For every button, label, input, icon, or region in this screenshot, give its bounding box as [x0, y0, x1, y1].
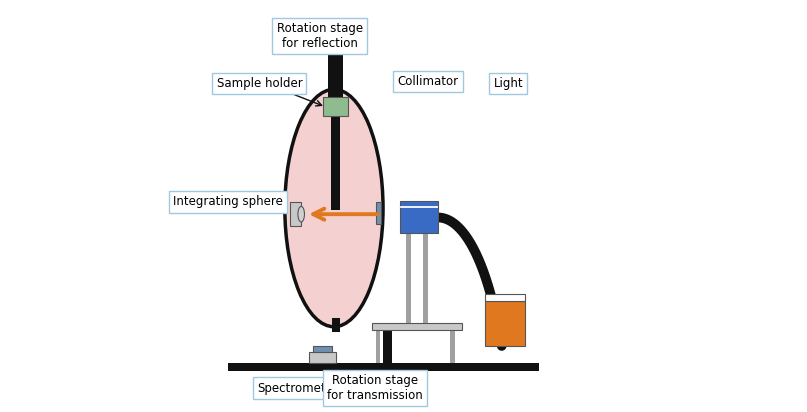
Text: Rotation stage
for transmission: Rotation stage for transmission [327, 374, 423, 402]
FancyBboxPatch shape [328, 54, 343, 100]
FancyBboxPatch shape [485, 294, 525, 301]
FancyBboxPatch shape [376, 330, 380, 363]
FancyBboxPatch shape [423, 233, 428, 323]
FancyBboxPatch shape [383, 325, 392, 363]
Text: Spectrometer: Spectrometer [257, 382, 338, 395]
FancyBboxPatch shape [371, 323, 462, 330]
FancyBboxPatch shape [407, 233, 411, 323]
FancyBboxPatch shape [312, 346, 332, 352]
FancyBboxPatch shape [324, 97, 348, 116]
FancyBboxPatch shape [228, 363, 538, 370]
Text: Collimator: Collimator [398, 75, 458, 88]
FancyBboxPatch shape [376, 202, 381, 225]
FancyBboxPatch shape [308, 352, 337, 363]
FancyBboxPatch shape [331, 116, 341, 210]
FancyBboxPatch shape [290, 202, 301, 227]
Text: Rotation stage
for reflection: Rotation stage for reflection [277, 22, 362, 50]
FancyBboxPatch shape [400, 201, 438, 233]
FancyBboxPatch shape [450, 330, 454, 363]
FancyBboxPatch shape [485, 301, 525, 346]
Text: Light: Light [493, 77, 523, 90]
FancyBboxPatch shape [332, 318, 340, 332]
Ellipse shape [285, 89, 383, 327]
Text: Sample holder: Sample holder [216, 77, 303, 90]
Text: Integrating sphere: Integrating sphere [174, 195, 283, 208]
Ellipse shape [298, 206, 304, 222]
